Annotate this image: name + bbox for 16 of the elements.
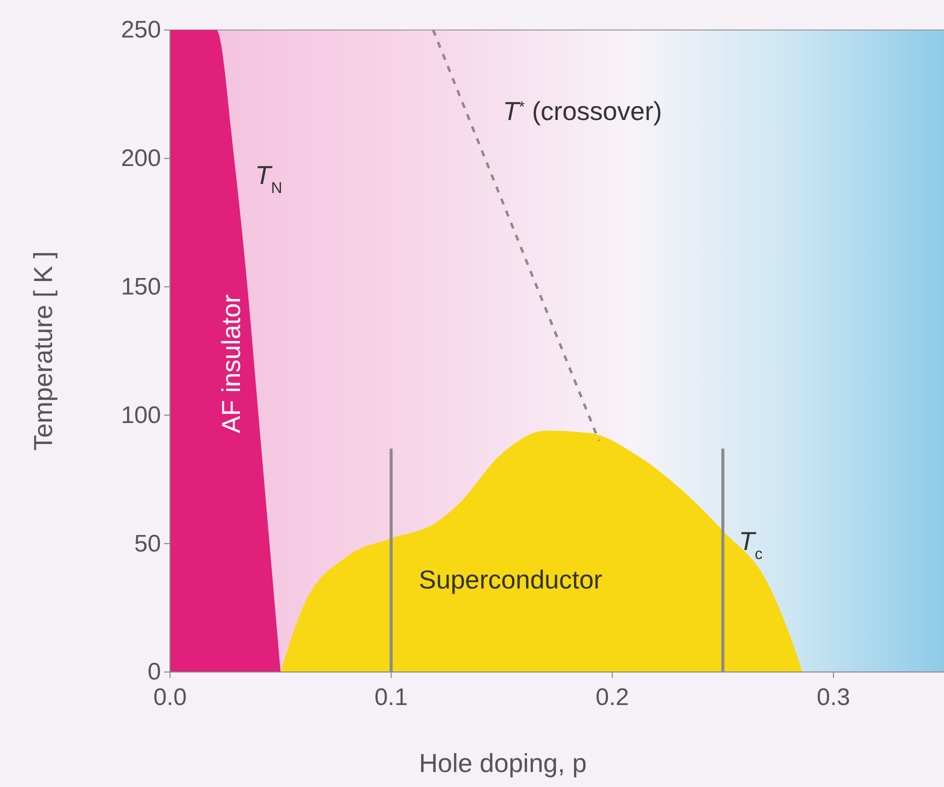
y-tick-label: 200 <box>120 145 161 172</box>
x-tick-label: 0.1 <box>374 684 408 711</box>
y-tick-label: 250 <box>120 16 161 44</box>
annotation: T$_{N}$ <box>255 160 282 197</box>
x-axis-title: Hole doping, p <box>418 748 587 778</box>
x-tick-label: 0.0 <box>153 684 187 711</box>
annotation: AF insulator <box>216 294 246 434</box>
annotation: T$_{c}$ <box>738 526 763 563</box>
x-tick-label: 0.2 <box>596 684 629 711</box>
annotation: Superconductor <box>418 564 603 595</box>
y-tick-label: 100 <box>120 402 161 429</box>
y-axis-title: Temperature [ K ] <box>28 251 58 451</box>
y-tick-label: 150 <box>120 273 161 300</box>
y-tick-label: 50 <box>134 530 161 558</box>
y-tick-label: 0 <box>148 658 161 686</box>
x-tick-label: 0.3 <box>816 684 850 711</box>
